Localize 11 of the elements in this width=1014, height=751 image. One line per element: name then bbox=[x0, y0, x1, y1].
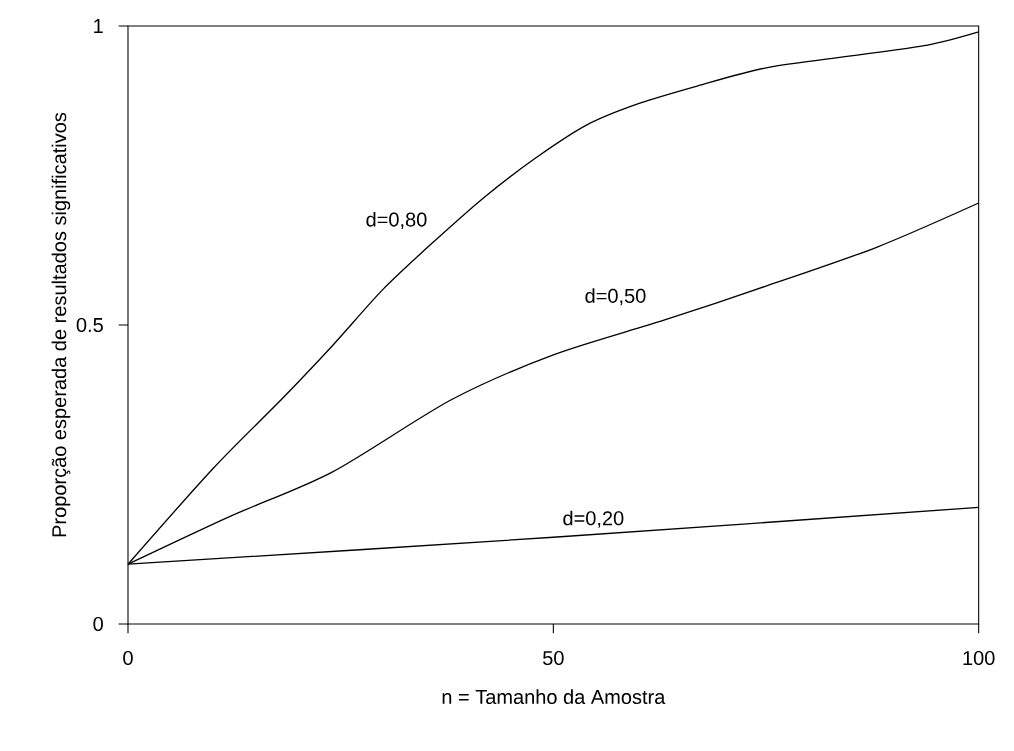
y-tick-label: 1 bbox=[94, 19, 103, 33]
series-label: d=0,50 bbox=[585, 288, 646, 306]
y-axis-title: Proporção esperada de resultados significativos bbox=[51, 112, 71, 537]
x-tick-label: 50 bbox=[543, 650, 564, 666]
x-axis-title: n = Tamanho da Amostra bbox=[442, 689, 666, 705]
series-label: d=0,80 bbox=[366, 211, 427, 229]
x-tick-label: 100 bbox=[963, 650, 995, 666]
x-tick-label: 0 bbox=[123, 650, 133, 666]
y-tick-label: 0 bbox=[93, 616, 103, 632]
series-label: d=0,20 bbox=[563, 510, 624, 528]
y-tick-label: 0.5 bbox=[76, 317, 103, 333]
